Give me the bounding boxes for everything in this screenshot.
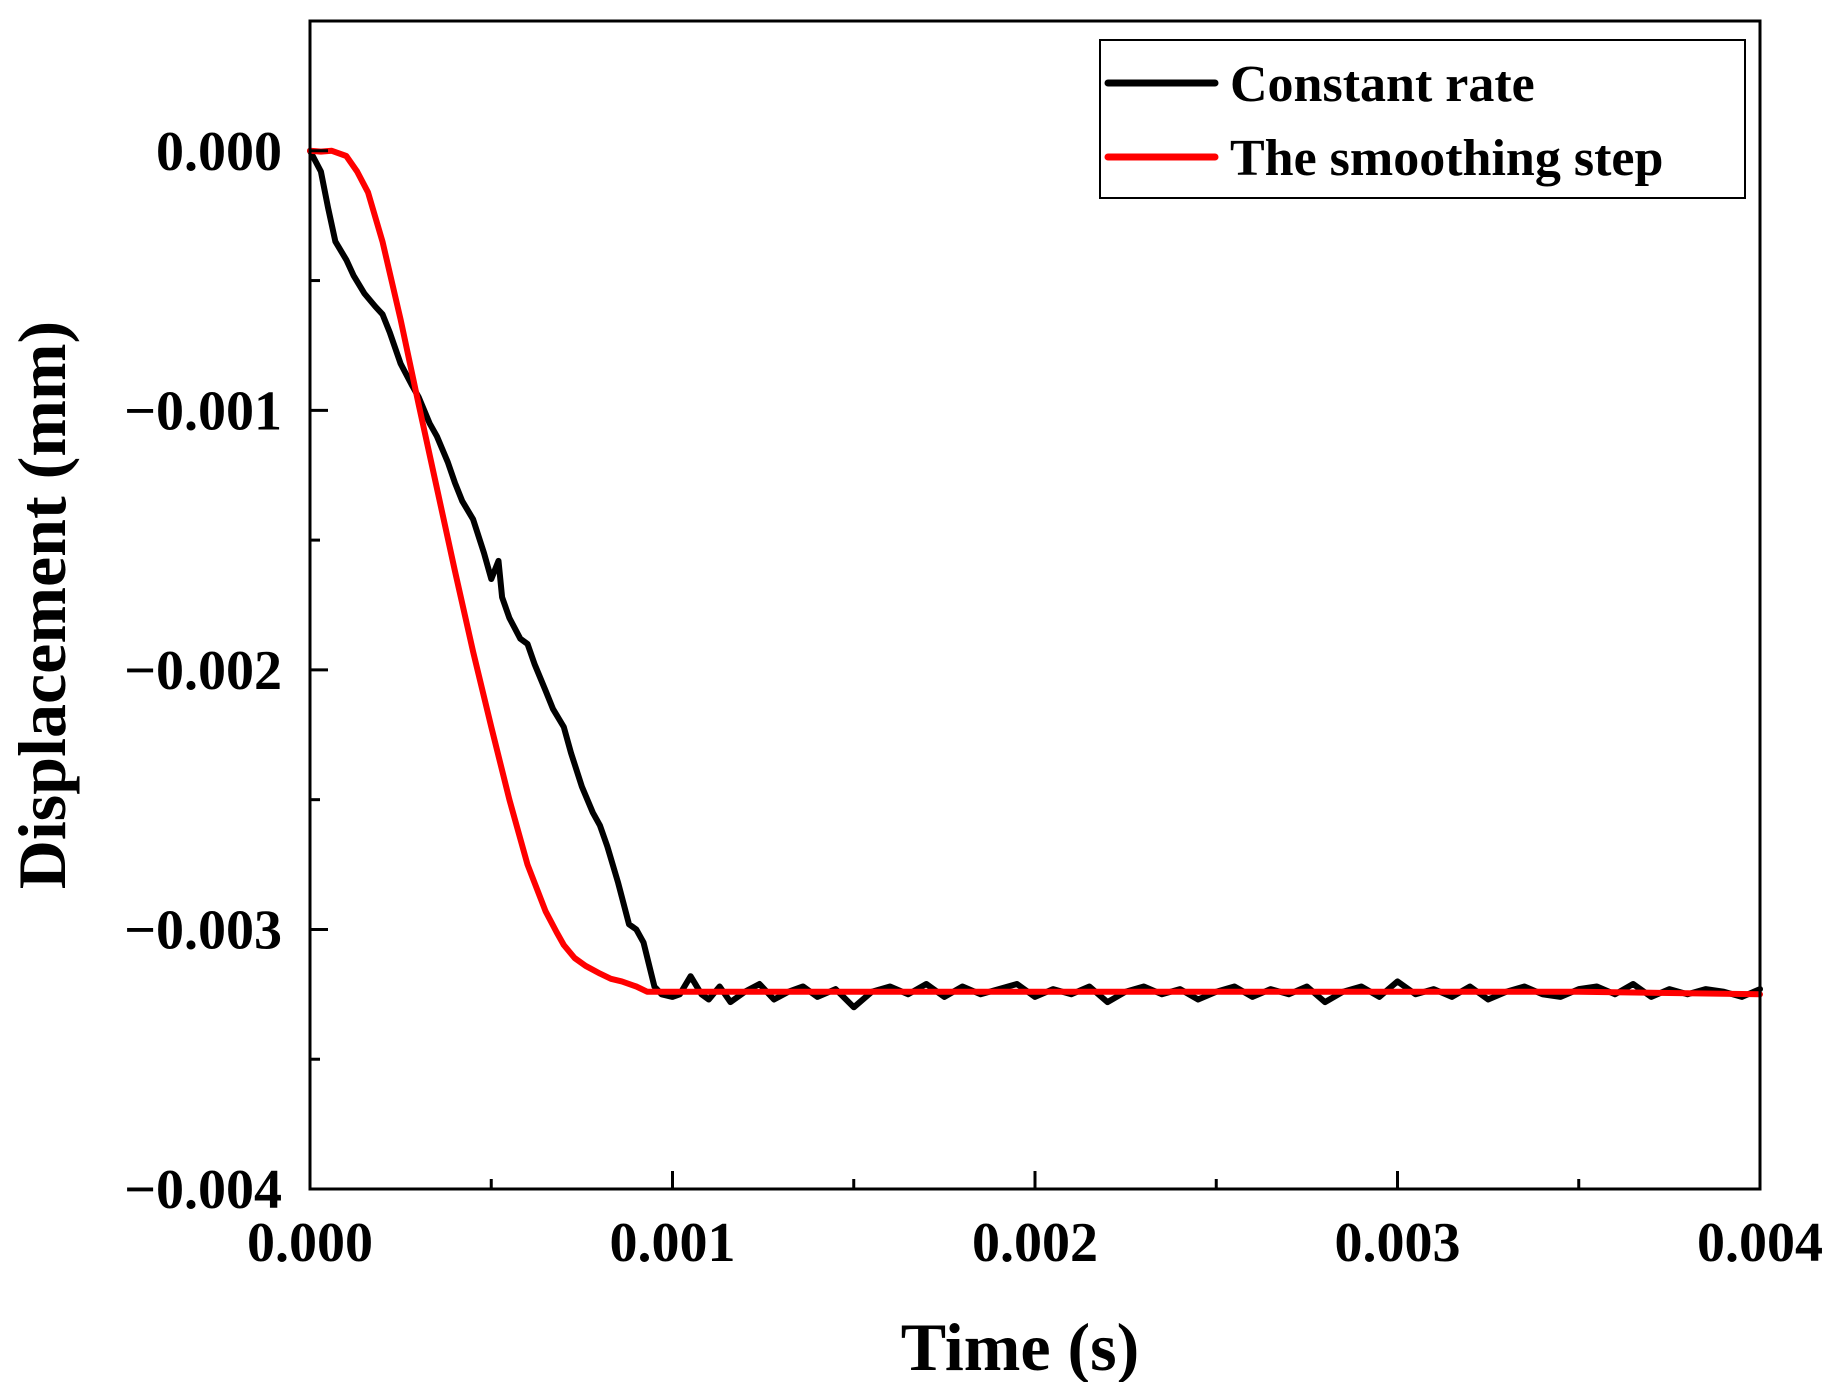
y-tick-label-1: −0.001	[124, 380, 282, 442]
legend-label-constant-rate: Constant rate	[1230, 56, 1535, 113]
y-axis-title: Displacement (mm)	[4, 321, 80, 889]
x-tick-label-4: 0.004	[1697, 1212, 1823, 1274]
legend-label-smoothing-step: The smoothing step	[1230, 130, 1663, 187]
x-tick-label-3: 0.003	[1335, 1212, 1461, 1274]
ticks-layer	[308, 19, 1762, 1191]
y-tick-label-0: 0.000	[156, 121, 282, 183]
y-tick-label-4: −0.004	[124, 1159, 282, 1221]
y-tick-label-3: −0.003	[124, 899, 282, 961]
x-tick-label-2: 0.002	[972, 1212, 1098, 1274]
series-layer	[307, 147, 1763, 1011]
tick-labels-layer: 0.000 0.001 0.002 0.003 0.004 0.000 −0.001 −0.0…	[124, 121, 1823, 1274]
x-axis-title: Time (s)	[901, 1309, 1140, 1382]
series-line-0	[307, 147, 1763, 1011]
legend: Constant rate The smoothing step	[1099, 39, 1746, 199]
x-tick-label-0: 0.000	[247, 1212, 373, 1274]
legend-box	[1099, 39, 1746, 199]
y-tick-label-2: −0.002	[124, 640, 282, 702]
series-line-1	[307, 147, 1763, 998]
x-tick-label-1: 0.001	[610, 1212, 736, 1274]
